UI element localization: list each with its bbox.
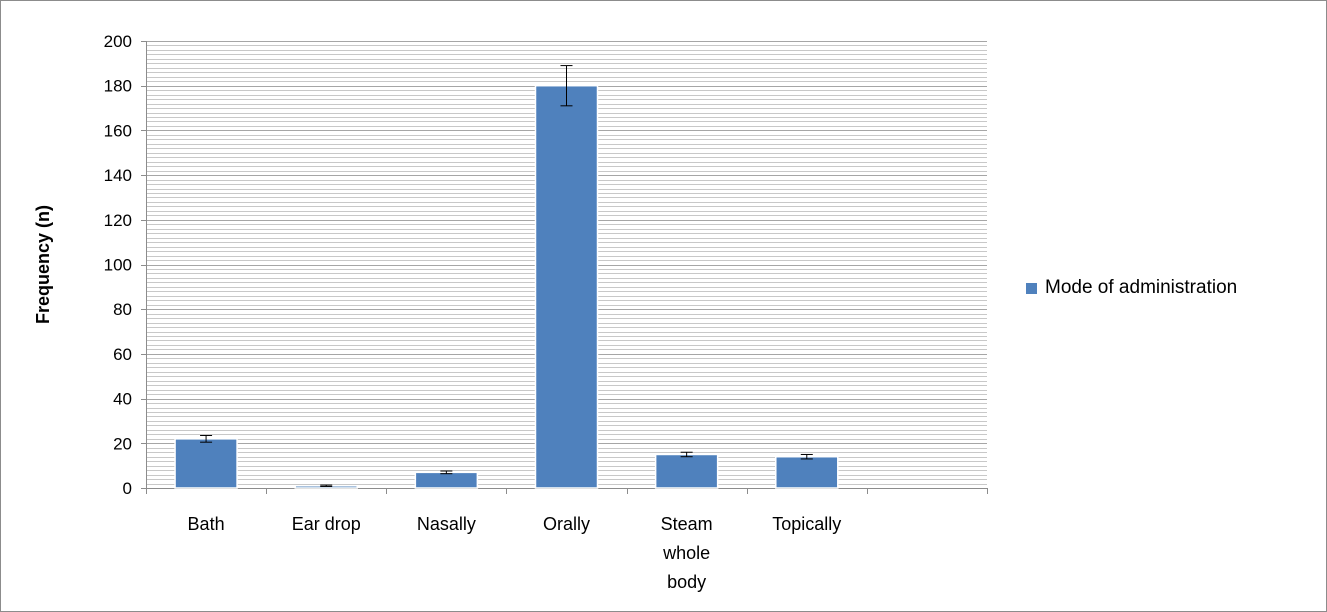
- x-category-label: Bath: [188, 514, 225, 534]
- error-bar: [200, 434, 213, 443]
- error-bar: [680, 451, 693, 458]
- x-category-label: Topically: [772, 514, 841, 534]
- bar-nasally: [414, 471, 479, 489]
- legend-label: Mode of administration: [1045, 277, 1238, 298]
- x-category-label: Steam whole body: [661, 514, 713, 592]
- y-tick-label: 180: [104, 77, 132, 96]
- bar-bath: [174, 438, 238, 489]
- y-tick-label: 140: [104, 166, 132, 185]
- legend: Mode of administration: [1026, 277, 1237, 299]
- x-category-label: Ear drop: [292, 514, 361, 534]
- x-category-label: Orally: [543, 514, 590, 534]
- bar-topically: [775, 455, 839, 489]
- error-bar: [320, 484, 333, 487]
- bar-steam-whole-body: [654, 453, 719, 489]
- y-tick-label: 100: [104, 256, 132, 275]
- y-tick-label: 20: [113, 434, 132, 453]
- x-category-labels: Bath Ear drop Nasally Orally Steam whole body T…: [188, 514, 842, 592]
- y-tick-labels: 0 20 40 60 80 100 120 140 160 180 200: [104, 32, 132, 498]
- x-category-label: Nasally: [417, 514, 476, 534]
- y-tick-label: 0: [123, 479, 132, 498]
- error-bar: [440, 470, 453, 475]
- error-bar: [560, 65, 573, 107]
- y-tick-label: 60: [113, 345, 132, 364]
- y-tick-label: 40: [113, 390, 132, 409]
- legend-swatch: [1026, 282, 1037, 294]
- error-bar: [800, 453, 813, 460]
- y-tick-label: 120: [104, 211, 132, 230]
- error-bars: [200, 65, 813, 487]
- y-axis-label: Frequency (n): [33, 205, 53, 324]
- y-tick-label: 160: [104, 121, 132, 140]
- y-tick-label: 80: [113, 300, 132, 319]
- bar-orally: [534, 84, 599, 489]
- bars: [174, 84, 839, 489]
- y-tick-label: 200: [104, 32, 132, 51]
